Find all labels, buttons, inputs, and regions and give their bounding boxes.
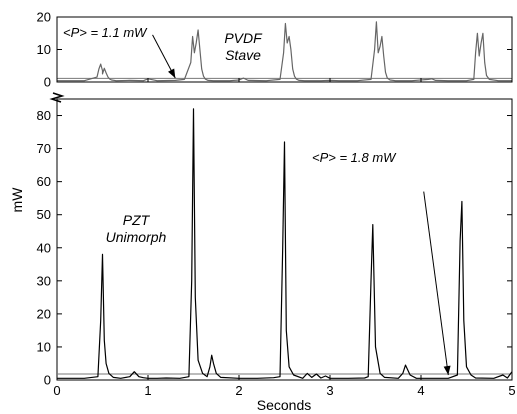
top-series-label-line2: Stave — [225, 47, 261, 63]
x-tick-label-1: 1 — [144, 383, 151, 398]
bottom-y-tick-label-10: 10 — [37, 339, 51, 354]
top-series-group — [57, 21, 512, 82]
x-tick-label-5: 5 — [508, 383, 515, 398]
bottom-y-tick-label-30: 30 — [37, 273, 51, 288]
top-series-line-0 — [57, 21, 512, 82]
top-annotation: <P> = 1.1 mW — [63, 25, 148, 40]
bottom-annotation: <P> = 1.8 mW — [312, 150, 397, 165]
axis-break-marker — [49, 92, 65, 103]
x-tick-label-3: 3 — [326, 383, 333, 398]
bottom-annotation-arrow-shaft — [423, 191, 449, 376]
bottom-series-label-line1: PZT — [123, 212, 151, 228]
y-axis-label: mW — [9, 187, 25, 213]
bottom-y-tick-label-80: 80 — [37, 108, 51, 123]
top-annotation-arrow-head — [168, 68, 176, 79]
x-tick-label-2: 2 — [235, 383, 242, 398]
x-tick-label-4: 4 — [417, 383, 424, 398]
bottom-y-tick-label-20: 20 — [37, 306, 51, 321]
bottom-y-tick-label-40: 40 — [37, 240, 51, 255]
bottom-series-line-0 — [57, 108, 513, 379]
bottom-axis-ticks: 0 10 20 30 40 50 60 70 80 0 1 2 3 4 5 — [37, 108, 516, 398]
x-axis-label: Seconds — [257, 397, 311, 413]
top-y-tick-label-0: 0 — [44, 75, 51, 90]
bottom-series-group — [57, 108, 513, 379]
bottom-y-tick-label-70: 70 — [37, 141, 51, 156]
bottom-y-tick-label-50: 50 — [37, 207, 51, 222]
x-tick-label-0: 0 — [53, 383, 60, 398]
annotation-arrows — [152, 34, 451, 376]
bottom-plot-frame — [56, 98, 513, 381]
top-axis-ticks: 0 10 20 — [37, 10, 513, 90]
bottom-y-tick-label-60: 60 — [37, 174, 51, 189]
top-y-tick-label-10: 10 — [37, 42, 51, 57]
top-series-label-line1: PVDF — [224, 30, 263, 46]
top-y-tick-label-20: 20 — [37, 10, 51, 25]
bottom-y-tick-label-0: 0 — [44, 373, 51, 388]
bottom-annotation-arrow-head — [443, 365, 451, 376]
bottom-series-label-line2: Unimorph — [106, 229, 167, 245]
